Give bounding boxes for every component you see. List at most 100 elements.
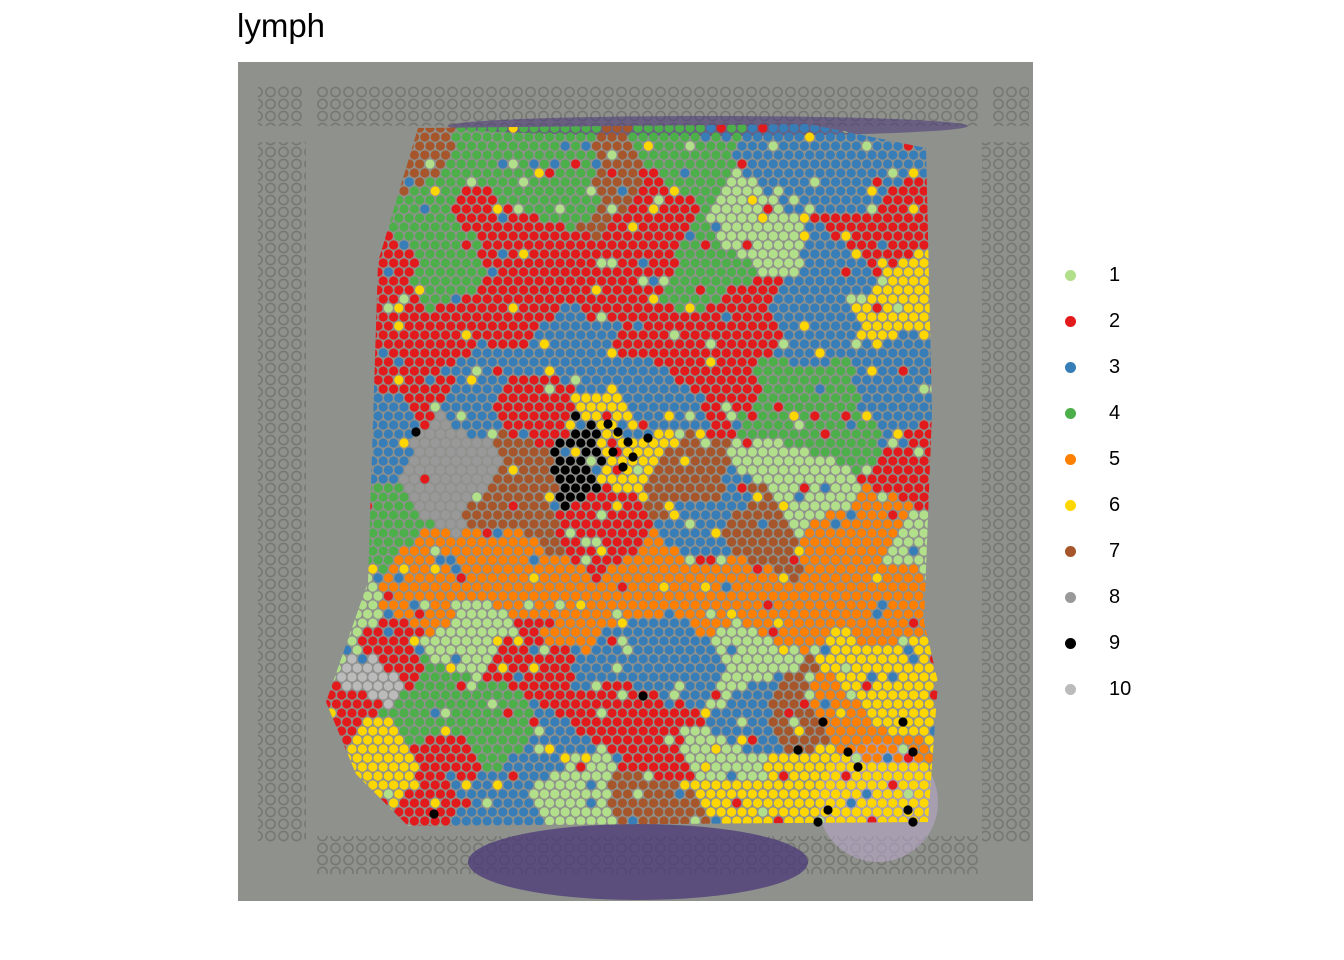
- spot-cluster-4: [519, 717, 529, 727]
- spot-cluster-3: [862, 285, 872, 295]
- spot-cluster-3: [711, 546, 721, 556]
- spot-cluster-2: [404, 357, 414, 367]
- spot-cluster-5: [831, 717, 841, 727]
- spot-cluster-2: [607, 240, 617, 250]
- spot-cluster-7: [628, 186, 638, 196]
- spot-cluster-4: [394, 717, 404, 727]
- spot-cluster-9: [623, 437, 633, 447]
- spot-cluster-6: [732, 780, 742, 790]
- spot-cluster-1: [758, 447, 768, 457]
- spot-cluster-7: [513, 492, 523, 502]
- spot-cluster-7: [612, 195, 622, 205]
- spot-cluster-2: [508, 429, 518, 439]
- spot-cluster-5: [701, 564, 711, 574]
- spot-cluster-3: [753, 150, 763, 160]
- spot-cluster-3: [763, 708, 773, 718]
- spot-cluster-2: [721, 294, 731, 304]
- spot-cluster-4: [680, 132, 690, 142]
- spot-cluster-2: [519, 627, 529, 637]
- spot-cluster-5: [477, 591, 487, 601]
- spot-cluster-1: [456, 645, 466, 655]
- spot-cluster-3: [831, 267, 841, 277]
- spot-cluster-2: [498, 231, 508, 241]
- spot-cluster-1: [779, 267, 789, 277]
- spot-cluster-3: [467, 393, 477, 403]
- spot-cluster-4: [482, 690, 492, 700]
- spot-cluster-7: [701, 474, 711, 484]
- spot-cluster-3: [550, 501, 560, 511]
- spot-cluster-3: [820, 195, 830, 205]
- spot-cluster-1: [753, 456, 763, 466]
- spot-cluster-5: [820, 627, 830, 637]
- spot-cluster-6: [867, 186, 877, 196]
- spot-cluster-2: [441, 816, 451, 826]
- spot-cluster-2: [909, 618, 919, 628]
- spot-cluster-3: [805, 168, 815, 178]
- spot-cluster-1: [721, 672, 731, 682]
- spot-cluster-3: [539, 735, 549, 745]
- spot-cluster-2: [524, 636, 534, 646]
- spot-cluster-2: [389, 654, 399, 664]
- spot-cluster-1: [737, 645, 747, 655]
- spot-cluster-7: [545, 456, 555, 466]
- spot-cluster-3: [877, 438, 888, 448]
- spot-cluster-5: [441, 546, 451, 556]
- spot-cluster-2: [721, 420, 731, 430]
- spot-cluster-4: [836, 420, 846, 430]
- spot-cluster-2: [399, 366, 409, 376]
- spot-cluster-7: [815, 726, 825, 736]
- spot-cluster-6: [357, 744, 367, 754]
- spot-cluster-3: [862, 339, 872, 349]
- spot-cluster-5: [472, 564, 482, 574]
- spot-cluster-4: [659, 294, 669, 304]
- spot-cluster-2: [784, 708, 794, 718]
- spot-cluster-9: [576, 492, 586, 502]
- spot-cluster-2: [664, 213, 674, 223]
- spot-cluster-5: [862, 501, 872, 511]
- spot-cluster-6: [799, 753, 810, 763]
- spot-cluster-7: [529, 483, 539, 493]
- spot-cluster-8: [451, 528, 461, 538]
- spot-cluster-4: [477, 177, 487, 187]
- spot-cluster-6: [467, 375, 477, 385]
- spot-cluster-3: [591, 465, 601, 475]
- spot-cluster-7: [597, 168, 607, 178]
- spot-cluster-4: [399, 708, 409, 718]
- spot-cluster-6: [612, 393, 622, 403]
- spot-cluster-8: [399, 474, 409, 484]
- spot-cluster-3: [560, 375, 570, 385]
- spot-cluster-2: [571, 267, 581, 277]
- spot-cluster-1: [721, 654, 731, 664]
- spot-cluster-2: [555, 258, 565, 268]
- spot-cluster-7: [487, 483, 497, 493]
- spot-cluster-2: [763, 600, 773, 610]
- spot-cluster-6: [415, 285, 425, 295]
- spot-cluster-6: [789, 771, 799, 781]
- spot-cluster-4: [383, 483, 393, 493]
- spot-cluster-2: [493, 240, 503, 250]
- spot-cluster-1: [706, 339, 716, 349]
- spot-cluster-3: [773, 294, 784, 304]
- spot-cluster-6: [363, 735, 373, 745]
- spot-cluster-1: [727, 195, 737, 205]
- spot-cluster-5: [763, 582, 773, 592]
- spot-cluster-3: [493, 384, 503, 394]
- spot-cluster-1: [669, 690, 679, 700]
- spot-cluster-6: [909, 672, 919, 682]
- spot-cluster-4: [503, 168, 513, 178]
- spot-cluster-10: [347, 672, 357, 682]
- spot-cluster-10: [337, 672, 347, 682]
- spot-cluster-1: [784, 240, 794, 250]
- spot-cluster-2: [529, 213, 539, 223]
- spot-cluster-3: [534, 816, 544, 826]
- spot-cluster-3: [690, 510, 700, 520]
- spot-cluster-3: [669, 384, 679, 394]
- spot-cluster-2: [545, 690, 555, 700]
- spot-cluster-1: [383, 789, 393, 799]
- spot-cluster-1: [784, 654, 794, 664]
- spot-cluster-4: [753, 420, 763, 430]
- spot-cluster-7: [706, 447, 716, 457]
- spot-cluster-4: [430, 672, 440, 682]
- spot-cluster-2: [706, 393, 716, 403]
- spot-cluster-4: [493, 690, 503, 700]
